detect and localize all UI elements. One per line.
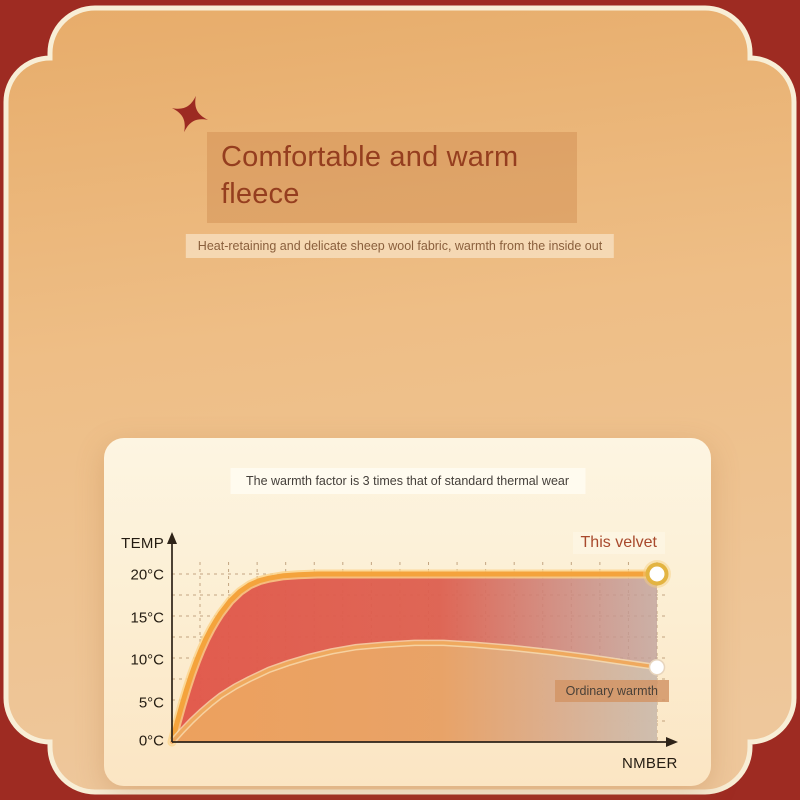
series-area-1 [172,642,657,742]
series-line-1 [170,641,659,744]
title-block: Comfortable and warm fleece [207,132,577,224]
y-tick-label: 0°C [138,732,164,750]
axes [167,532,678,747]
y-tick-label: 15°C [130,609,164,627]
page-title: Comfortable and warm fleece [221,141,519,211]
y-tick-label: 20°C [130,566,164,584]
y-axis-title: TEMP [121,535,164,552]
chart-panel: The warmth factor is 3 times that of sta… [104,438,711,786]
y-tick-label: 5°C [138,694,164,712]
series-label-this-velvet: This velvet [572,532,665,554]
marker-ordinary-warmth [648,658,666,676]
chart-svg [167,532,678,747]
series-markers [643,560,671,676]
marker-this-velvet [645,562,669,586]
series-label-ordinary-warmth: Ordinary warmth [554,680,669,702]
chart-caption: The warmth factor is 3 times that of sta… [229,468,586,494]
page-subtitle: Heat-retaining and delicate sheep wool f… [185,234,615,258]
y-tick-label: 10°C [130,651,164,669]
plot-series [167,569,662,747]
x-axis-title: NMBER [622,755,678,772]
x-axis-arrow-icon [666,737,678,747]
y-axis-arrow-icon [167,532,177,544]
four-point-star-icon [171,95,209,133]
series-line-0 [169,571,660,745]
